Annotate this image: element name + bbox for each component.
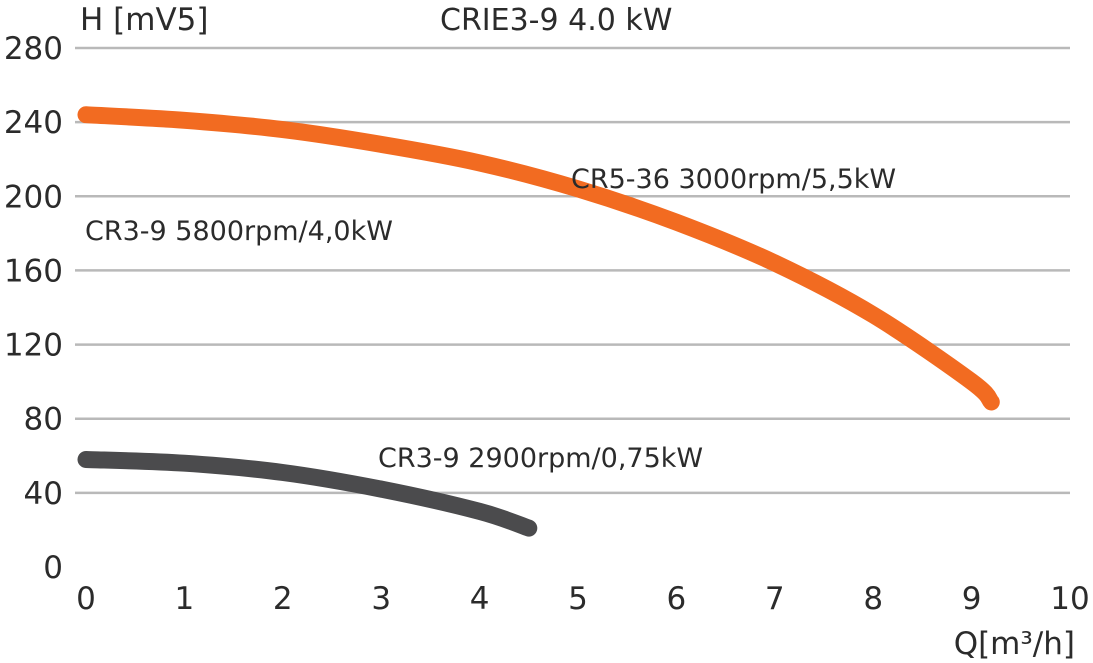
x-tick-label: 10 xyxy=(1050,581,1089,617)
x-tick-label: 7 xyxy=(765,581,785,617)
x-axis-ticks: 0 1 2 3 4 5 6 7 8 9 10 xyxy=(76,581,1090,617)
annotation-cr3-9-5800rpm: CR3-9 5800rpm/4,0kW xyxy=(85,216,393,247)
x-tick-label: 1 xyxy=(175,581,195,617)
y-tick-label: 0 xyxy=(43,550,63,586)
y-axis-label: H [mV5] xyxy=(80,2,208,38)
y-tick-label: 80 xyxy=(24,402,63,438)
chart-title: CRIE3-9 4.0 kW xyxy=(440,3,672,38)
x-tick-label: 4 xyxy=(470,581,490,617)
series-label-cr3-9-2900rpm: CR3-9 2900rpm/0,75kW xyxy=(378,443,703,474)
x-tick-label: 3 xyxy=(371,581,391,617)
y-tick-label: 40 xyxy=(24,476,63,512)
y-axis-ticks: 0 40 80 120 160 200 240 280 xyxy=(4,31,63,586)
grid-lines xyxy=(75,46,1070,495)
series-lines xyxy=(77,106,1000,537)
y-tick-label: 200 xyxy=(4,179,63,215)
x-tick-label: 6 xyxy=(667,581,687,617)
y-tick-label: 160 xyxy=(4,253,63,289)
series-line-cr5-36 xyxy=(77,106,1000,411)
series-line-cr3-9-2900rpm xyxy=(77,451,538,537)
x-tick-label: 9 xyxy=(962,581,982,617)
x-tick-label: 5 xyxy=(568,581,588,617)
series-label-cr5-36: CR5-36 3000rpm/5,5kW xyxy=(571,164,896,195)
y-tick-label: 240 xyxy=(4,105,63,141)
x-tick-label: 0 xyxy=(76,581,96,617)
x-tick-label: 2 xyxy=(273,581,293,617)
x-axis-label: Q[m³/h] xyxy=(954,626,1075,662)
y-tick-label: 120 xyxy=(4,328,63,364)
x-tick-label: 8 xyxy=(863,581,883,617)
y-tick-label: 280 xyxy=(4,31,63,67)
